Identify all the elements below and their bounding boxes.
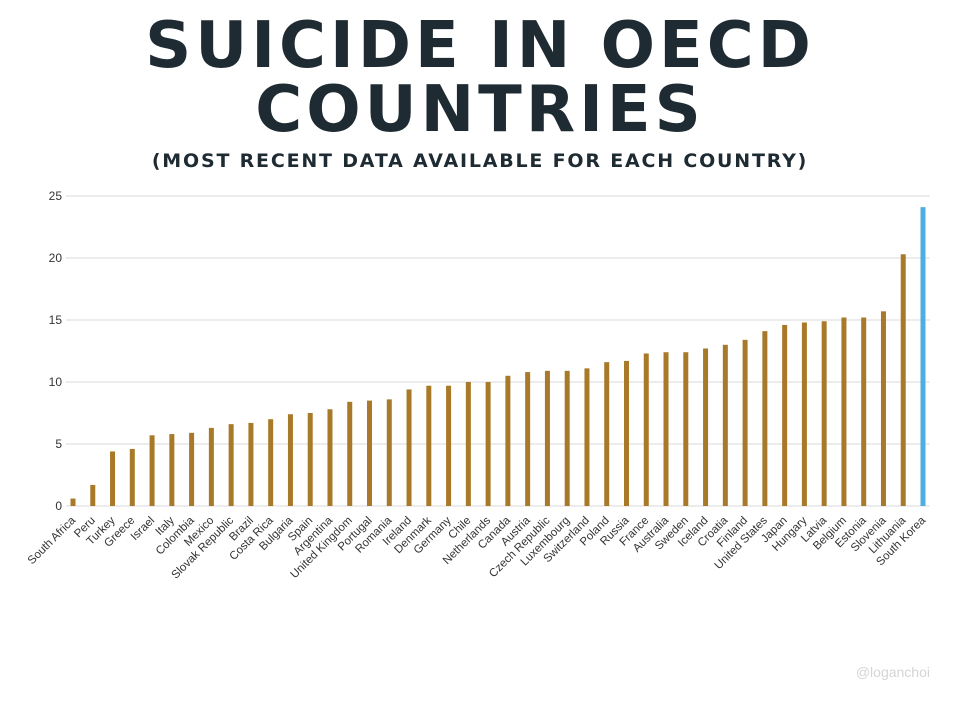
bar-croatia <box>722 344 728 506</box>
bar-chile <box>465 382 471 506</box>
bar-turkey <box>110 451 116 506</box>
bar-slovenia <box>880 311 886 506</box>
bar-brazil <box>248 422 254 506</box>
bar-romania <box>386 399 392 506</box>
bar-switzerland <box>584 368 590 506</box>
bar-netherlands <box>485 382 491 506</box>
bar-luxembourg <box>564 370 570 506</box>
bar-colombia <box>189 432 195 506</box>
bar-south-korea <box>920 207 926 506</box>
bar-costa-rica <box>268 419 274 506</box>
bar-bulgaria <box>287 414 293 506</box>
bar-russia <box>623 360 629 506</box>
bar-hungary <box>801 322 807 506</box>
bar-sweden <box>683 352 689 506</box>
y-tick-label: 10 <box>49 375 63 389</box>
x-axis-labels: South AfricaPeruTurkeyGreeceIsraelItalyC… <box>26 514 929 581</box>
bar-austria <box>525 372 531 506</box>
bar-iceland <box>703 348 709 506</box>
bar-australia <box>663 352 669 506</box>
bar-united-kingdom <box>347 401 353 506</box>
bar-estonia <box>861 317 867 506</box>
bar-ireland <box>406 389 412 506</box>
y-tick-label: 5 <box>55 437 62 451</box>
bar-spain <box>307 413 313 506</box>
bar-mexico <box>208 427 214 506</box>
bar-greece <box>129 448 135 506</box>
bar-france <box>643 353 649 506</box>
chart-title-line-1: SUICIDE IN OECD <box>145 9 815 83</box>
y-axis-ticks: 0 5 10 15 20 25 <box>49 189 63 513</box>
author-credit: @loganchoi <box>855 664 930 680</box>
bar-argentina <box>327 409 333 506</box>
bar-czech-republic <box>544 370 550 506</box>
bar-lithuania <box>900 254 906 506</box>
bar-latvia <box>821 321 827 506</box>
bars <box>70 207 926 506</box>
bar-slovak-republic <box>228 424 234 506</box>
bar-belgium <box>841 317 847 506</box>
y-tick-label: 20 <box>49 251 63 265</box>
y-tick-label: 25 <box>49 189 63 203</box>
bar-denmark <box>426 385 432 506</box>
bar-peru <box>90 484 96 506</box>
bar-south-africa <box>70 498 76 506</box>
y-tick-label: 15 <box>49 313 63 327</box>
chart-subtitle: (MOST RECENT DATA AVAILABLE FOR EACH COU… <box>151 150 809 172</box>
bar-canada <box>505 375 511 506</box>
bar-poland <box>604 362 610 506</box>
y-tick-label: 0 <box>55 499 62 513</box>
x-tick-label: South Africa <box>26 514 79 567</box>
bar-israel <box>149 435 155 506</box>
gridlines <box>66 195 930 507</box>
bar-finland <box>742 339 748 506</box>
bar-united-states <box>762 331 768 506</box>
bar-italy <box>169 434 175 506</box>
bar-portugal <box>367 400 373 506</box>
chart-title-line-2: COUNTRIES <box>255 73 705 147</box>
bar-germany <box>446 385 452 506</box>
bar-japan <box>782 324 788 506</box>
